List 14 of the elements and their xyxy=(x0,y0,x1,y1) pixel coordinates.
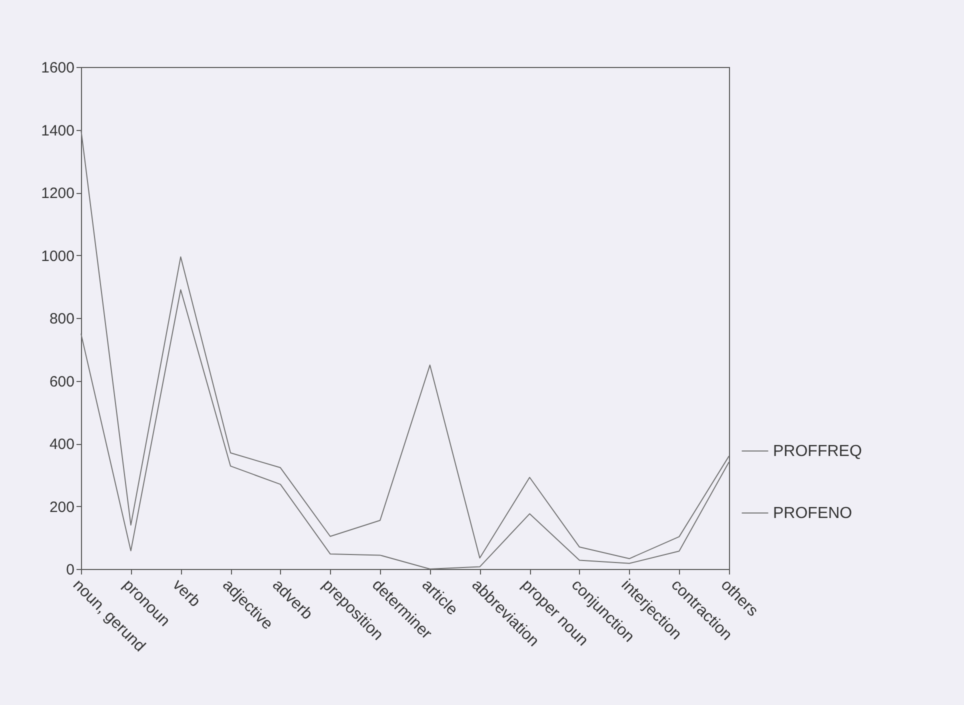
y-tick-label: 1200 xyxy=(41,185,74,202)
y-tick-label: 200 xyxy=(49,498,74,516)
y-tick-label: 1600 xyxy=(41,60,74,76)
line-series xyxy=(80,129,730,560)
y-tick-label: 600 xyxy=(49,373,74,390)
y-tick-label: 1400 xyxy=(41,122,74,140)
y-tick-label: 400 xyxy=(49,436,74,453)
y-tick-label: 800 xyxy=(49,310,74,328)
legend-label: PROFENO xyxy=(773,505,852,522)
line-series xyxy=(80,289,730,570)
x-tick-label: verb xyxy=(169,576,204,611)
y-tick-label: 1000 xyxy=(41,248,74,265)
y-tick-label: 0 xyxy=(66,562,74,578)
legend-label: PROFFREQ xyxy=(773,443,862,460)
